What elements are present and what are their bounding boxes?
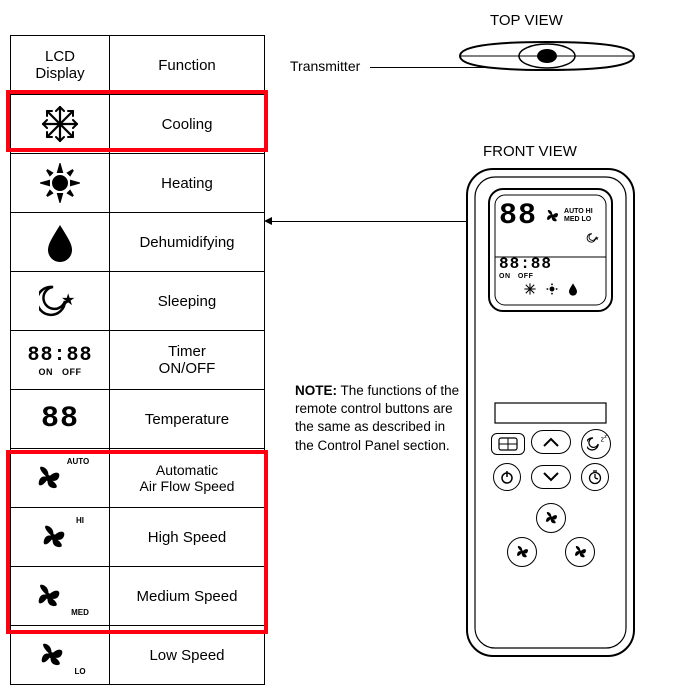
front-view-label: FRONT VIEW [483,143,577,160]
function-label: AutomaticAir Flow Speed [110,449,265,508]
function-label: High Speed [110,508,265,567]
fan-speed-button[interactable] [536,503,566,533]
table-row: 88:88 ON OFF TimerON/OFF [11,331,265,390]
table-header-row: LCD Display Function [11,36,265,95]
svg-text:★: ★ [594,236,599,242]
lcd-mode-icons [499,282,602,296]
function-label: Dehumidifying [110,213,265,272]
moon-star-icon: ★ [15,276,105,326]
fan-speed-button[interactable] [565,537,595,567]
table-row: Heating [11,154,265,213]
function-label: Sleeping [110,272,265,331]
fan-auto-icon: AUTO [15,453,105,503]
table-row: AUTO AutomaticAir Flow Speed [11,449,265,508]
note-text: NOTE: The functions of the remote contro… [295,382,460,455]
fan-lo-icon: LO [15,630,105,680]
up-button[interactable] [531,430,571,454]
table-row: LO Low Speed [11,626,265,685]
function-label: Temperature [110,390,265,449]
header-function: Function [110,36,265,95]
droplet-icon [15,217,105,267]
top-view-label: TOP VIEW [490,12,563,29]
down-button[interactable] [531,465,571,489]
function-label: Low Speed [110,626,265,685]
remote-front-view: 88 AUTO HI MED LO ★ [463,165,638,660]
table-row: Cooling [11,95,265,154]
function-label: Cooling [110,95,265,154]
svg-text:★: ★ [61,292,75,309]
function-label: Medium Speed [110,567,265,626]
temp-icon: 88 [15,394,105,444]
fan-speed-button[interactable] [507,537,537,567]
top-view-diagram [455,32,640,85]
fan-med-icon: MED [15,571,105,621]
snowflake-icon [15,99,105,149]
function-label: TimerON/OFF [110,331,265,390]
sleep-button[interactable]: zz [581,429,611,459]
table-row: ★ Sleeping [11,272,265,331]
lcd-pointer-line [268,221,480,222]
timer-icon: 88:88 ON OFF [15,335,105,385]
mode-button[interactable] [491,433,525,455]
sun-icon [15,158,105,208]
fan-hi-icon: HI [15,512,105,562]
lcd-function-table: LCD Display Function [10,35,265,685]
fan-icon [543,207,561,225]
transmitter-label: Transmitter [290,58,360,74]
lcd-temp: 88 [499,201,537,231]
table-row: HI High Speed [11,508,265,567]
moon-star-icon: ★ [586,232,602,244]
table-row: MED Medium Speed [11,567,265,626]
table-row: Dehumidifying [11,213,265,272]
header-lcd-display: LCD Display [11,36,110,95]
table-row: 88 Temperature [11,390,265,449]
lcd-pointer-arrow [264,217,272,225]
remote-lcd: 88 AUTO HI MED LO ★ [499,201,602,296]
function-label: Heating [110,154,265,213]
lcd-time: 88:88 [499,255,552,273]
power-button[interactable] [493,463,521,491]
timer-button[interactable] [581,463,609,491]
